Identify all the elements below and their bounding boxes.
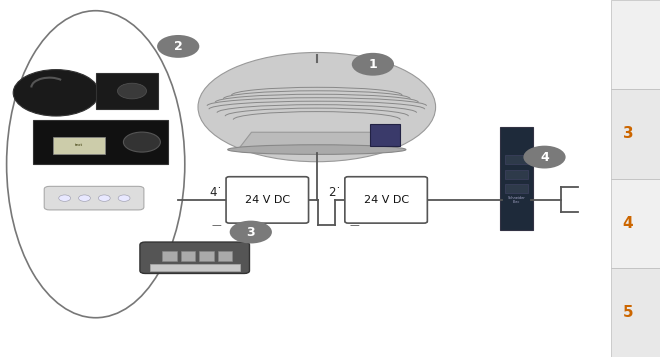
Text: 5: 5 [622, 305, 633, 320]
Bar [610, 0, 660, 89]
FancyBboxPatch shape [500, 127, 533, 230]
Text: 24 V DC: 24 V DC [364, 195, 409, 205]
FancyBboxPatch shape [150, 264, 240, 271]
Circle shape [13, 70, 99, 116]
Text: text: text [75, 143, 82, 147]
Circle shape [230, 221, 272, 243]
Text: 2˙: 2˙ [328, 186, 341, 199]
Text: 3: 3 [622, 126, 633, 141]
Text: 1: 1 [368, 58, 378, 71]
Circle shape [352, 53, 394, 76]
Text: 4˙: 4˙ [210, 186, 223, 199]
Circle shape [98, 195, 110, 201]
Ellipse shape [228, 145, 406, 154]
FancyBboxPatch shape [96, 73, 158, 109]
Bar [610, 268, 660, 357]
Bar [505, 184, 528, 193]
FancyBboxPatch shape [199, 251, 214, 261]
Circle shape [157, 35, 199, 58]
Text: Schneider
Elec: Schneider Elec [508, 196, 525, 204]
Bar [610, 89, 660, 178]
Circle shape [59, 195, 71, 201]
FancyBboxPatch shape [162, 251, 177, 261]
FancyBboxPatch shape [44, 186, 144, 210]
FancyBboxPatch shape [53, 137, 105, 154]
FancyBboxPatch shape [181, 251, 195, 261]
FancyBboxPatch shape [33, 120, 168, 164]
Ellipse shape [198, 52, 436, 162]
Bar [505, 155, 528, 164]
Circle shape [117, 83, 147, 99]
Text: —: — [212, 220, 221, 230]
Bar [505, 170, 528, 178]
Text: —: — [350, 220, 359, 230]
FancyBboxPatch shape [226, 177, 309, 223]
FancyBboxPatch shape [370, 124, 400, 146]
Polygon shape [240, 132, 394, 148]
Circle shape [118, 195, 130, 201]
Text: 4: 4 [540, 151, 549, 164]
Text: 4: 4 [622, 216, 633, 231]
FancyBboxPatch shape [140, 242, 249, 273]
Bar [610, 178, 660, 268]
FancyBboxPatch shape [218, 251, 232, 261]
Text: 3: 3 [246, 226, 255, 238]
Circle shape [523, 146, 566, 169]
FancyBboxPatch shape [345, 177, 428, 223]
Circle shape [123, 132, 160, 152]
Circle shape [79, 195, 90, 201]
Text: 2: 2 [174, 40, 183, 53]
Text: 24 V DC: 24 V DC [245, 195, 290, 205]
